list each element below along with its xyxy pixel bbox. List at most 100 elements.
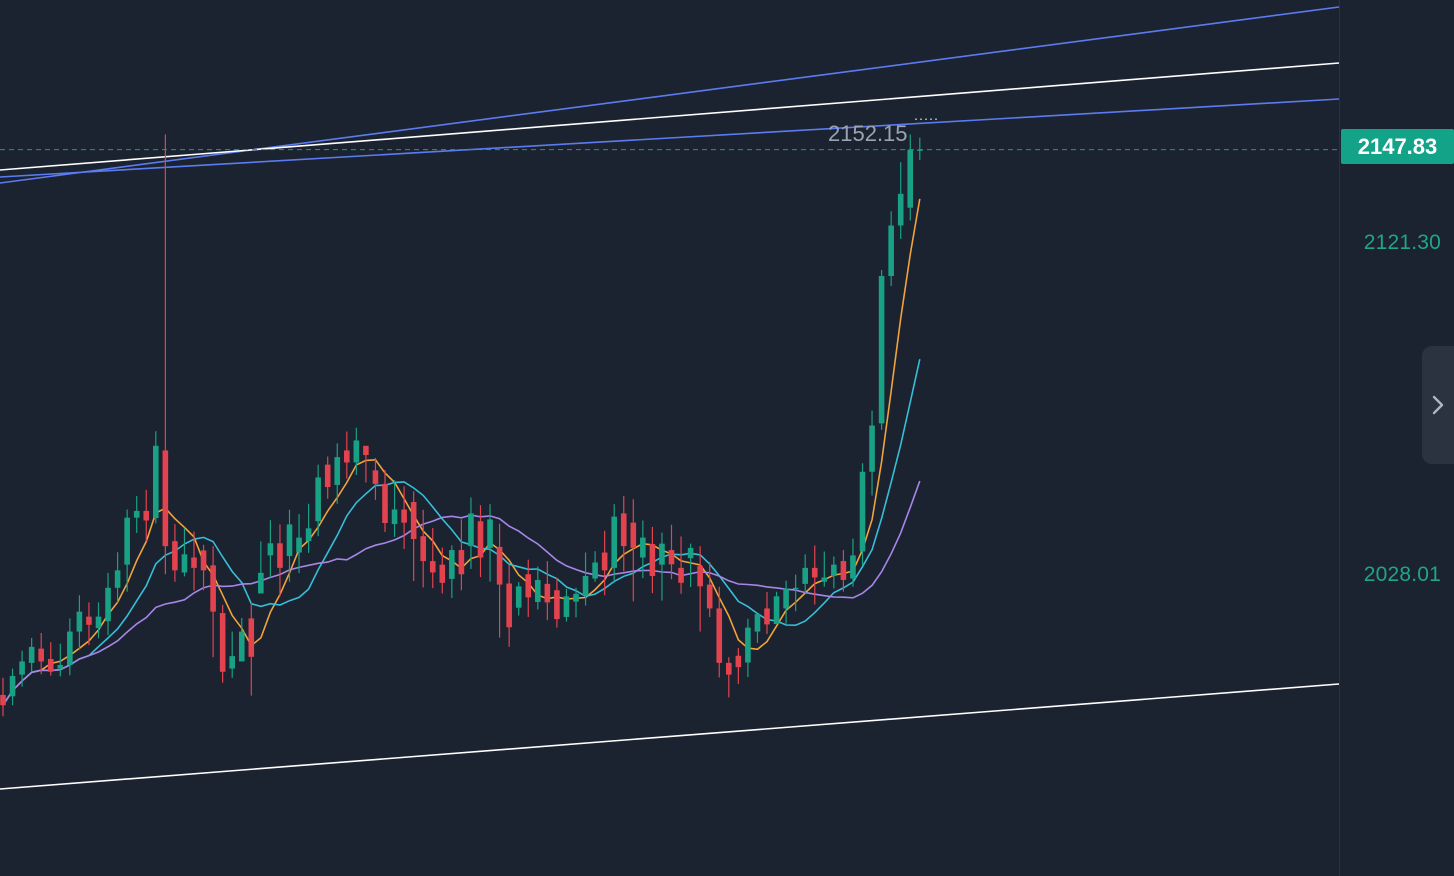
candle-body — [229, 656, 235, 669]
candle — [324, 456, 331, 499]
candle — [372, 457, 379, 500]
candle — [792, 574, 799, 612]
candle — [506, 564, 512, 647]
candle-body — [382, 483, 388, 524]
candle — [344, 431, 350, 479]
candle — [773, 591, 780, 625]
candle — [515, 582, 522, 616]
candle — [850, 538, 856, 587]
candle-body — [563, 596, 570, 617]
candle — [706, 561, 713, 617]
candle — [76, 595, 83, 650]
candle-body — [38, 648, 44, 662]
candle — [277, 524, 283, 597]
candle-body — [897, 193, 904, 226]
candle-body — [840, 561, 847, 580]
candle-body — [496, 546, 503, 585]
candle-body — [487, 519, 493, 548]
candle-body — [678, 567, 684, 583]
trendline — [0, 98, 1340, 178]
candle — [401, 486, 407, 549]
candle — [573, 587, 579, 618]
candle — [105, 572, 111, 636]
candle-body — [754, 614, 761, 632]
trendline — [0, 683, 1340, 790]
candle — [649, 526, 656, 594]
candle — [458, 519, 465, 591]
candle-body — [372, 470, 379, 484]
candle-body — [821, 577, 828, 582]
candle-body — [191, 557, 197, 568]
candle — [133, 495, 140, 533]
candle-body — [277, 543, 283, 568]
expand-panel-button[interactable] — [1422, 346, 1454, 464]
candle-body — [582, 576, 589, 596]
candle-body — [525, 574, 532, 598]
candle-body — [28, 646, 35, 663]
candle-body — [344, 450, 350, 463]
candle — [907, 134, 914, 221]
candle — [563, 588, 570, 622]
candles-layer — [0, 134, 923, 717]
candle-body — [181, 554, 188, 573]
candle-body — [95, 616, 102, 628]
candle — [191, 531, 197, 591]
candle-body — [401, 509, 407, 523]
candle-body — [410, 502, 417, 540]
candle — [95, 602, 102, 639]
candle-body — [334, 457, 341, 485]
candle — [334, 443, 341, 504]
candle — [267, 520, 274, 578]
candle-body — [697, 566, 703, 587]
candle-body — [305, 528, 312, 542]
candle — [859, 463, 866, 566]
candle — [811, 545, 818, 605]
candle — [296, 514, 302, 574]
candle-body — [802, 567, 808, 584]
candle — [821, 551, 828, 587]
candle-body — [114, 570, 121, 588]
candle-body — [296, 537, 302, 553]
candle-body — [420, 536, 426, 562]
candle-body — [248, 618, 255, 657]
candle — [143, 489, 150, 542]
candle-body — [706, 584, 713, 609]
candle — [410, 491, 417, 582]
axis-tick-label: 2028.01 — [1363, 563, 1441, 586]
candle-body — [506, 583, 512, 628]
candle — [181, 527, 188, 577]
price-axis[interactable]: 2121.30 2028.01 — [1339, 0, 1454, 876]
candle-body — [554, 590, 560, 620]
candle-body — [831, 564, 837, 577]
candle-body — [286, 524, 293, 557]
candle — [745, 618, 751, 678]
candle-body — [200, 550, 207, 571]
candle-body — [649, 544, 656, 577]
candle-body — [57, 665, 64, 669]
candle-body — [811, 567, 818, 578]
candle — [238, 618, 245, 662]
candle — [897, 162, 904, 240]
candle-body — [869, 425, 875, 472]
candle — [124, 509, 130, 592]
trendline — [0, 6, 1340, 184]
candle — [697, 546, 703, 632]
candle-body — [47, 658, 54, 672]
candle-body — [353, 440, 360, 463]
candle — [47, 642, 54, 676]
candle-body — [143, 510, 150, 521]
candle-body — [210, 565, 216, 612]
candle-body — [620, 513, 627, 547]
candle-body — [439, 564, 446, 583]
candle — [86, 602, 92, 646]
candle — [535, 566, 541, 610]
candle-body — [67, 631, 73, 666]
candle — [219, 604, 226, 683]
candle-body — [573, 593, 579, 602]
candle-body — [9, 676, 16, 697]
candle-body — [458, 550, 465, 575]
candle — [888, 211, 894, 286]
candle-body — [592, 562, 598, 579]
candle-body — [535, 579, 541, 603]
